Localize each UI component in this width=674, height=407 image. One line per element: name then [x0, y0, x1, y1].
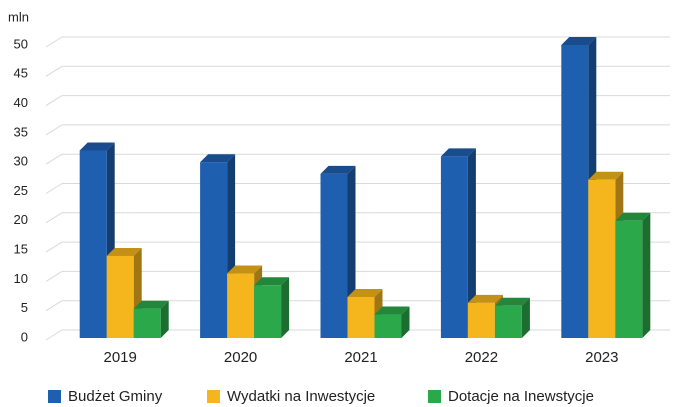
bar: [320, 173, 348, 338]
grid-line-wall: [45, 36, 63, 48]
grid-line-wall: [45, 95, 63, 107]
bar-top: [374, 306, 410, 315]
y-tick-label: 45: [14, 66, 28, 81]
bar-top: [467, 294, 503, 303]
grid-line-wall: [45, 300, 63, 312]
bar-top: [494, 297, 530, 306]
bar-top: [227, 265, 263, 274]
bar: [133, 308, 161, 338]
bar: [588, 179, 616, 338]
bar: [200, 162, 228, 338]
legend-swatch: [207, 390, 220, 403]
y-tick-label: 30: [14, 154, 28, 169]
bar: [494, 305, 522, 338]
y-axis-label: mln: [8, 9, 29, 24]
grid-line-wall: [45, 241, 63, 253]
x-tick-label: 2020: [224, 349, 257, 366]
bar-top: [254, 277, 290, 286]
bar-top: [347, 288, 383, 297]
y-tick-label: 0: [21, 329, 28, 344]
bar: [374, 314, 402, 338]
bar-top: [106, 247, 142, 256]
legend-label: Wydatki na Inwestycje: [227, 388, 375, 405]
y-tick-label: 15: [14, 242, 28, 257]
legend-label: Dotacje na Inewstycje: [448, 388, 594, 405]
bar: [227, 273, 255, 338]
y-tick-label: 10: [14, 271, 28, 286]
bar-top: [320, 165, 356, 174]
bar: [467, 302, 495, 338]
bar-top: [133, 300, 169, 309]
y-tick-label: 50: [14, 36, 28, 51]
legend-swatch: [48, 390, 61, 403]
bar-top: [440, 148, 476, 157]
x-tick-label: 2021: [344, 349, 377, 366]
grid-line-wall: [45, 124, 63, 136]
bar-side: [521, 297, 530, 338]
bar: [561, 45, 589, 338]
legend-swatch: [428, 390, 441, 403]
bar-top: [588, 171, 624, 180]
bar-top: [615, 212, 651, 221]
y-tick-label: 5: [21, 300, 28, 315]
y-tick-label: 35: [14, 124, 28, 139]
bar-top: [200, 154, 236, 163]
x-tick-label: 2023: [585, 349, 618, 366]
x-tick-label: 2019: [104, 349, 137, 366]
bar-side: [160, 300, 169, 338]
grid-line-wall: [45, 329, 63, 341]
x-tick-label: 2022: [465, 349, 498, 366]
grid-line-wall: [45, 212, 63, 224]
y-tick-label: 25: [14, 183, 28, 198]
bar: [440, 156, 468, 338]
bar: [347, 296, 375, 338]
grid-line-wall: [45, 270, 63, 282]
bar-side: [467, 148, 476, 338]
legend-label: Budżet Gminy: [68, 388, 163, 405]
grid-line-wall: [45, 183, 63, 194]
grid-line-wall: [45, 153, 63, 165]
bar-top: [561, 37, 597, 45]
grid-line-wall: [45, 65, 63, 77]
bar: [106, 255, 134, 338]
bar: [254, 285, 282, 338]
bar-side: [401, 306, 410, 338]
y-tick-label: 40: [14, 95, 28, 110]
bar-side: [642, 212, 651, 338]
bar: [79, 150, 107, 338]
bar-side: [281, 277, 290, 338]
bar: [615, 220, 643, 338]
bar-top: [79, 142, 115, 151]
y-tick-label: 20: [14, 212, 28, 227]
